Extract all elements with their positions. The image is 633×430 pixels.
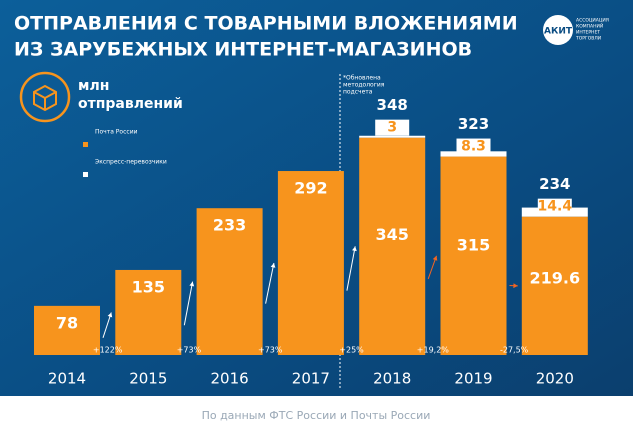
x-tick-label: 2017 (292, 370, 330, 388)
growth-label: +122% (93, 346, 123, 355)
legend-label: Экспресс-перевозчики (95, 159, 167, 166)
note: *Обновлена методология подсчета (343, 75, 385, 96)
x-tick-label: 2015 (129, 370, 167, 388)
growth-arrow (265, 262, 275, 304)
value-label: 233 (213, 216, 246, 235)
growth-label: +73% (177, 346, 202, 355)
bar (115, 269, 182, 355)
value-label: 219.6 (529, 268, 580, 287)
total-label: 234 (539, 175, 570, 193)
growth-arrow-head (513, 283, 518, 289)
growth-arrow-head (107, 312, 113, 318)
growth-label: +19,2% (417, 346, 450, 355)
source: По данным ФТС России и Почты России (202, 409, 431, 422)
bar (440, 156, 507, 355)
value-label: 315 (457, 235, 490, 254)
logo-name: АКИТ (544, 27, 573, 37)
growth-arrow (102, 312, 112, 338)
logo-caption-line: ТОРГОВЛИ (575, 36, 601, 42)
bar (359, 137, 426, 355)
logo-caption-line: КОМПАНИЙ (576, 23, 603, 30)
x-tick-label: 2014 (48, 370, 86, 388)
footer-background (0, 396, 633, 430)
note-line: подсчета (343, 89, 373, 96)
bar-segment (359, 135, 426, 138)
unit-label: млн (78, 78, 109, 94)
value-label: 345 (375, 225, 408, 244)
growth-arrow (183, 281, 194, 326)
growth-arrow-head (432, 255, 438, 261)
total-label: 323 (458, 115, 489, 133)
unit-icon (19, 71, 71, 123)
bar (34, 305, 100, 355)
note-line: методология (343, 82, 385, 89)
growth-label: -27,5% (500, 346, 529, 355)
value-label: 78 (56, 313, 78, 332)
logo-caption: АССОЦИАЦИЯ КОМПАНИЙ ИНТЕРНЕТ ТОРГОВЛИ (575, 18, 609, 42)
bar (521, 216, 588, 355)
growth-label: +73% (258, 346, 283, 355)
title: ИЗ ЗАРУБЕЖНЫХ ИНТЕРНЕТ-МАГАЗИНОВ (14, 39, 472, 61)
legend-label: Почта России (95, 129, 138, 136)
title: ОТПРАВЛЕНИЯ С ТОВАРНЫМИ ВЛОЖЕНИЯМИ (14, 13, 518, 35)
segment-label-box (375, 119, 410, 136)
x-tick-label: 2019 (454, 370, 492, 388)
value-label: 292 (294, 179, 327, 198)
growth-label: +25% (339, 346, 364, 355)
x-tick-label: 2018 (373, 370, 411, 388)
x-tick-label: 2020 (536, 370, 574, 388)
bar (196, 208, 263, 355)
logo-caption-line: АССОЦИАЦИЯ (576, 18, 609, 24)
segment-label: 14.4 (538, 199, 573, 215)
growth-arrow-head (352, 246, 357, 252)
segment-label-box (456, 138, 491, 155)
legend-swatch (83, 142, 88, 147)
note-line: *Обновлена (343, 75, 381, 82)
bar (277, 171, 344, 355)
total-label: 348 (377, 96, 408, 114)
x-tick-label: 2016 (211, 370, 249, 388)
logo-circle (543, 15, 573, 45)
legend-swatch (83, 172, 88, 177)
box-icon (33, 84, 57, 112)
segment-label: 3 (387, 120, 397, 136)
growth-arrow-head (270, 263, 276, 268)
growth-arrow-head (189, 281, 195, 287)
growth-arrow (346, 246, 356, 291)
value-label: 135 (132, 277, 165, 296)
unit-label: отправлений (78, 96, 183, 112)
segment-label: 8.3 (461, 139, 486, 155)
segment-label-box (537, 198, 572, 215)
logo-caption-line: ИНТЕРНЕТ (576, 30, 600, 36)
